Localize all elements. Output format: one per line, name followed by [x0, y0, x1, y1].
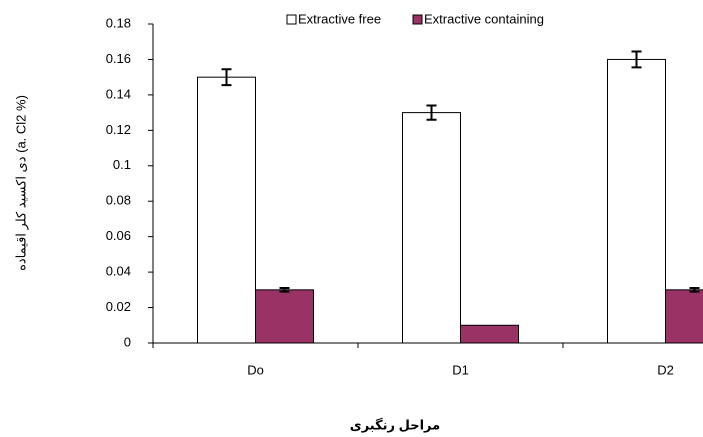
error-bar — [221, 68, 232, 87]
error-bar — [426, 104, 437, 121]
error-bar — [689, 287, 700, 293]
legend-label: Extractive containing — [424, 11, 544, 26]
bar — [665, 289, 703, 344]
legend-label: Extractive free — [298, 11, 381, 26]
y-tick-label: 0.08 — [106, 193, 131, 208]
error-bar — [279, 287, 290, 293]
y-tick-label: 0.16 — [106, 51, 131, 66]
x-axis-title: مراحل رنگبری — [350, 417, 440, 432]
y-tick-label: 0.18 — [106, 15, 131, 30]
y-tick-label: 0.02 — [106, 299, 131, 314]
bar — [197, 76, 256, 344]
y-tick-label: 0.1 — [113, 157, 131, 172]
y-tick-label: 0 — [124, 334, 131, 349]
legend-swatch — [412, 14, 423, 25]
x-tick-label: Do — [247, 362, 264, 377]
bar — [460, 324, 519, 344]
bar — [402, 112, 461, 344]
error-bar — [631, 50, 642, 69]
x-tick-label: D1 — [452, 362, 469, 377]
y-tick-label: 0.04 — [106, 264, 131, 279]
y-tick-label: 0.14 — [106, 86, 131, 101]
bar — [607, 58, 666, 344]
y-tick-label: 0.12 — [106, 122, 131, 137]
y-tick-label: 0.06 — [106, 228, 131, 243]
bar — [255, 289, 314, 344]
y-axis-title: دی اکسید کلر اقیماده (a. Cl2 %) — [13, 95, 29, 271]
x-tick-label: D2 — [657, 362, 674, 377]
legend-swatch — [286, 14, 297, 25]
